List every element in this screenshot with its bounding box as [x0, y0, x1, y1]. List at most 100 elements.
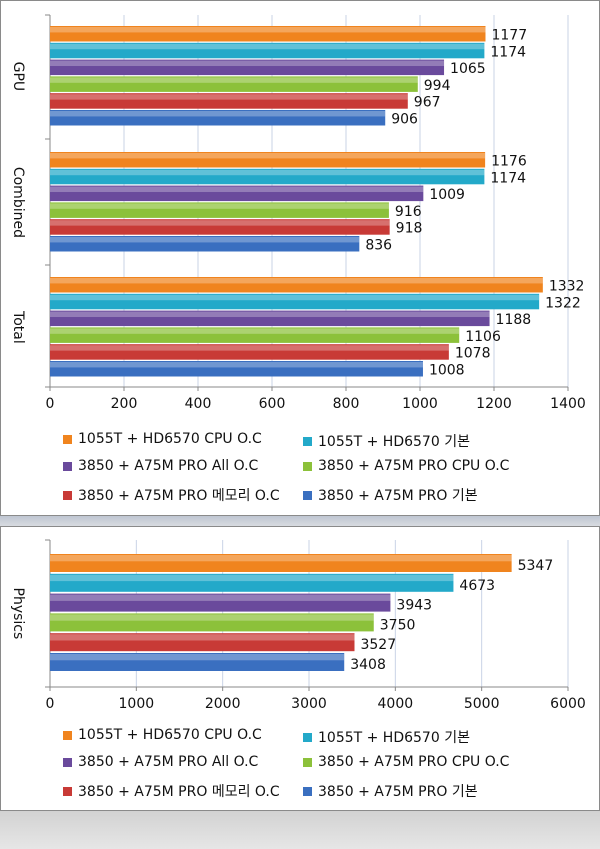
bar-highlight [50, 220, 390, 226]
bar-physics-series-3 [50, 593, 391, 612]
data-label-combined-series-2: 1174 [490, 170, 526, 186]
legend-label: 3850 + A75M PRO 기본 [318, 488, 478, 504]
legend-label: 3850 + A75M PRO CPU O.C [318, 458, 510, 474]
bar-gpu-series-6 [50, 110, 386, 126]
bar-highlight [50, 27, 486, 33]
legend-swatch [303, 732, 312, 742]
bar-total-series-5 [50, 344, 449, 360]
data-label-physics-series-2: 4673 [459, 578, 495, 594]
legend-label: 3850 + A75M PRO 기본 [318, 784, 478, 800]
x-tick-label: 400 [185, 396, 212, 412]
bar-gpu-series-3 [50, 59, 445, 76]
bar-combined-series-6 [50, 236, 360, 252]
legend-item: 3850 + A75M PRO 기본 [303, 781, 478, 801]
data-label-gpu-series-5: 967 [414, 95, 441, 111]
bar-highlight [50, 60, 445, 67]
bar-highlight [50, 345, 449, 351]
legend-label: 3850 + A75M PRO CPU O.C [318, 754, 510, 770]
legend-item: 3850 + A75M PRO 기본 [303, 485, 478, 505]
bar-gpu-series-5 [50, 93, 408, 109]
legend-item: 1055T + HD6570 기본 [303, 727, 470, 747]
legend-swatch [63, 434, 72, 444]
x-tick-label: 600 [259, 396, 286, 412]
legend-swatch [63, 730, 72, 740]
bar-highlight [50, 328, 460, 334]
bar-highlight [50, 203, 389, 209]
chart-panel-bottom: 0 1000 2000 3000 4000 5000 6000 5347 4673 3943 375… [0, 526, 600, 811]
legend-item: 3850 + A75M PRO 메모리 O.C [63, 485, 280, 505]
legend-swatch [63, 786, 72, 796]
legend-item: 1055T + HD6570 CPU O.C [63, 727, 262, 743]
legend-swatch [63, 461, 72, 471]
legend-label: 3850 + A75M PRO 메모리 O.C [78, 488, 280, 504]
data-label-gpu-series-3: 1065 [450, 61, 486, 77]
legend-label: 1055T + HD6570 CPU O.C [78, 431, 262, 447]
data-label-combined-series-5: 918 [396, 221, 423, 237]
bar-highlight [50, 186, 424, 193]
x-tick-label: 4000 [378, 696, 414, 712]
data-label-total-series-1: 1332 [549, 279, 585, 295]
category-label-gpu: GPU [10, 62, 26, 92]
legend-label: 3850 + A75M PRO All O.C [78, 754, 259, 770]
chart-panel-top: 0 200 400 600 800 1000 1200 1400 1177 1174 1065 994… [0, 0, 600, 516]
legend-label: 1055T + HD6570 CPU O.C [78, 727, 262, 743]
bar-total-series-4 [50, 327, 460, 343]
bar-gpu-series-1 [50, 26, 486, 42]
background-strip [0, 516, 600, 526]
bar-highlight [50, 634, 355, 641]
x-tick-label: 1000 [402, 396, 438, 412]
legend-item: 1055T + HD6570 기본 [303, 431, 470, 451]
data-label-total-series-2: 1322 [545, 295, 581, 311]
bar-highlight [50, 294, 540, 301]
data-label-gpu-series-4: 994 [424, 78, 451, 94]
bar-highlight [50, 237, 360, 243]
bar-physics-series-4 [50, 613, 374, 632]
data-label-physics-series-6: 3408 [350, 657, 386, 673]
x-tick-label: 6000 [550, 696, 586, 712]
data-label-total-series-6: 1008 [429, 363, 465, 379]
bar-total-series-1 [50, 277, 543, 293]
legend-swatch [303, 461, 312, 471]
legend-item: 3850 + A75M PRO CPU O.C [303, 458, 509, 474]
data-label-combined-series-1: 1176 [491, 154, 527, 170]
bar-highlight [50, 169, 485, 176]
data-label-combined-series-3: 1009 [429, 187, 465, 203]
bar-total-series-2 [50, 293, 540, 310]
data-label-total-series-4: 1106 [465, 329, 501, 345]
data-label-total-series-3: 1188 [496, 312, 532, 328]
data-label-combined-series-6: 836 [365, 238, 392, 254]
chart-svg-top: 0 200 400 600 800 1000 1200 1400117711741065994… [10, 14, 586, 412]
bar-highlight [50, 654, 345, 661]
legend-label: 1055T + HD6570 기본 [318, 730, 470, 746]
bar-combined-series-5 [50, 219, 390, 235]
bar-physics-series-1 [50, 554, 512, 572]
legend-item: 1055T + HD6570 CPU O.C [63, 431, 262, 447]
category-label-combined: Combined [10, 167, 26, 238]
bar-physics-series-6 [50, 653, 345, 671]
bar-highlight [50, 278, 543, 284]
bar-highlight [50, 111, 386, 117]
bar-highlight [50, 153, 486, 159]
data-label-physics-series-1: 5347 [518, 558, 554, 574]
bar-combined-series-2 [50, 168, 485, 185]
x-tick-label: 1200 [476, 396, 512, 412]
x-tick-label: 0 [46, 396, 55, 412]
data-label-physics-series-3: 3943 [396, 598, 432, 614]
data-label-gpu-series-2: 1174 [490, 44, 526, 60]
bar-combined-series-1 [50, 152, 486, 168]
chart-svg-bottom: 0 1000 2000 3000 4000 5000 6000 5347 4673 3943 375… [10, 539, 586, 712]
legend-swatch [63, 757, 72, 767]
x-tick-label: 200 [111, 396, 138, 412]
category-label-total: Total [10, 310, 26, 344]
bar-total-series-3 [50, 310, 490, 327]
bar-highlight [50, 43, 485, 50]
bar-total-series-6 [50, 361, 423, 377]
bar-physics-series-2 [50, 573, 454, 592]
legend-item: 3850 + A75M PRO All O.C [63, 458, 258, 474]
data-label-total-series-5: 1078 [455, 346, 491, 362]
bar-highlight [50, 614, 374, 621]
legend-label: 1055T + HD6570 기본 [318, 434, 470, 450]
data-label-gpu-series-1: 1177 [491, 28, 527, 44]
x-tick-label: 5000 [464, 696, 500, 712]
bar-physics-series-5 [50, 633, 355, 652]
